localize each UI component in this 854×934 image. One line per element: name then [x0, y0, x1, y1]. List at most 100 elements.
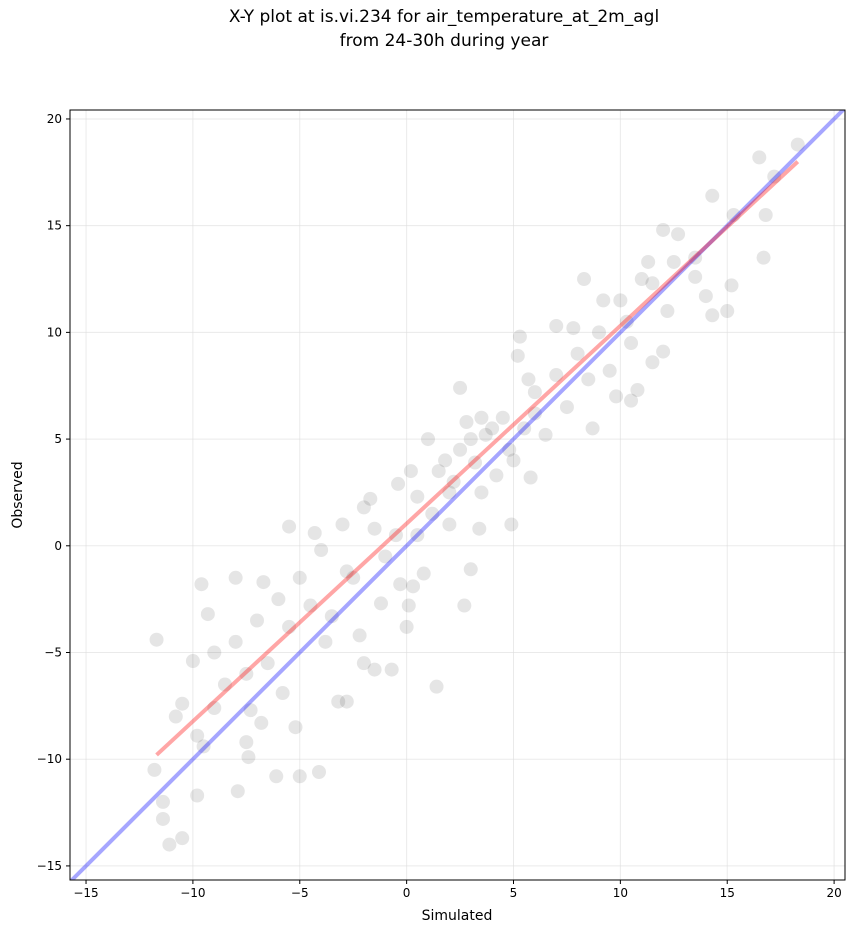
- point: [307, 525, 322, 540]
- point: [175, 696, 190, 711]
- point: [671, 227, 686, 242]
- y-axis-label: Observed: [10, 461, 26, 528]
- point: [489, 468, 504, 483]
- point: [549, 368, 564, 383]
- point: [521, 372, 536, 387]
- point: [457, 598, 472, 613]
- point: [155, 794, 170, 809]
- x-tick-label: −15: [73, 886, 98, 900]
- point: [705, 308, 720, 323]
- point: [271, 592, 286, 607]
- point: [720, 304, 735, 319]
- point: [613, 293, 628, 308]
- point: [630, 383, 645, 397]
- point: [577, 272, 592, 287]
- point: [645, 355, 660, 370]
- point: [624, 336, 639, 351]
- point: [292, 570, 307, 585]
- point: [446, 474, 461, 489]
- point: [185, 654, 200, 669]
- point: [243, 703, 258, 718]
- point: [239, 735, 254, 750]
- point: [155, 811, 170, 826]
- point: [228, 570, 243, 585]
- point: [207, 700, 222, 715]
- point: [367, 662, 382, 677]
- x-tick-label: 5: [510, 886, 518, 900]
- point: [790, 137, 805, 152]
- y-tick-label: 10: [47, 325, 62, 339]
- x-tick-label: 15: [720, 886, 735, 900]
- point: [431, 464, 446, 479]
- point: [260, 656, 275, 671]
- point: [510, 348, 525, 363]
- point: [453, 442, 468, 457]
- line: [70, 110, 845, 880]
- point: [168, 709, 183, 724]
- point: [410, 489, 425, 504]
- point: [269, 769, 284, 784]
- point: [429, 679, 444, 694]
- point: [752, 150, 767, 165]
- point: [698, 289, 713, 304]
- point: [339, 564, 354, 579]
- point: [207, 645, 222, 660]
- point: [196, 739, 211, 754]
- point: [256, 575, 271, 590]
- point: [194, 577, 209, 592]
- point: [200, 607, 215, 622]
- point: [538, 427, 553, 442]
- point: [356, 500, 371, 515]
- point: [406, 579, 421, 594]
- point: [312, 765, 327, 780]
- point: [474, 485, 489, 500]
- point: [688, 250, 703, 265]
- point: [527, 406, 542, 421]
- point: [656, 222, 671, 237]
- point: [282, 519, 297, 534]
- point: [217, 677, 232, 692]
- point: [254, 715, 269, 730]
- point: [303, 598, 318, 613]
- point: [474, 410, 489, 425]
- point: [399, 619, 414, 634]
- point: [378, 549, 393, 564]
- point: [758, 208, 773, 222]
- point: [453, 380, 468, 395]
- point: [517, 421, 532, 436]
- point: [656, 344, 671, 359]
- point: [352, 628, 367, 643]
- point: [485, 421, 500, 436]
- y-tick-label: −5: [44, 646, 62, 660]
- point: [705, 188, 720, 203]
- point: [162, 837, 177, 852]
- y-tick-label: 5: [54, 432, 62, 446]
- point: [324, 609, 339, 624]
- point: [602, 363, 617, 378]
- point: [416, 566, 431, 581]
- point: [726, 208, 741, 222]
- point: [549, 318, 564, 333]
- point: [570, 346, 585, 361]
- point: [335, 517, 350, 532]
- point: [363, 491, 378, 506]
- x-tick-label: −5: [291, 886, 309, 900]
- point: [147, 762, 162, 777]
- point: [339, 694, 354, 709]
- point: [468, 455, 483, 470]
- x-axis-label: Simulated: [422, 908, 493, 924]
- point: [724, 278, 739, 293]
- point: [619, 314, 634, 329]
- point: [463, 562, 478, 577]
- point: [384, 662, 399, 677]
- x-tick-label: −10: [180, 886, 205, 900]
- point: [523, 470, 538, 485]
- point: [292, 769, 307, 784]
- point: [331, 694, 346, 709]
- point: [756, 250, 771, 265]
- x-tick-label: 20: [826, 886, 841, 900]
- point: [239, 666, 254, 681]
- point: [421, 432, 436, 447]
- point: [566, 321, 581, 336]
